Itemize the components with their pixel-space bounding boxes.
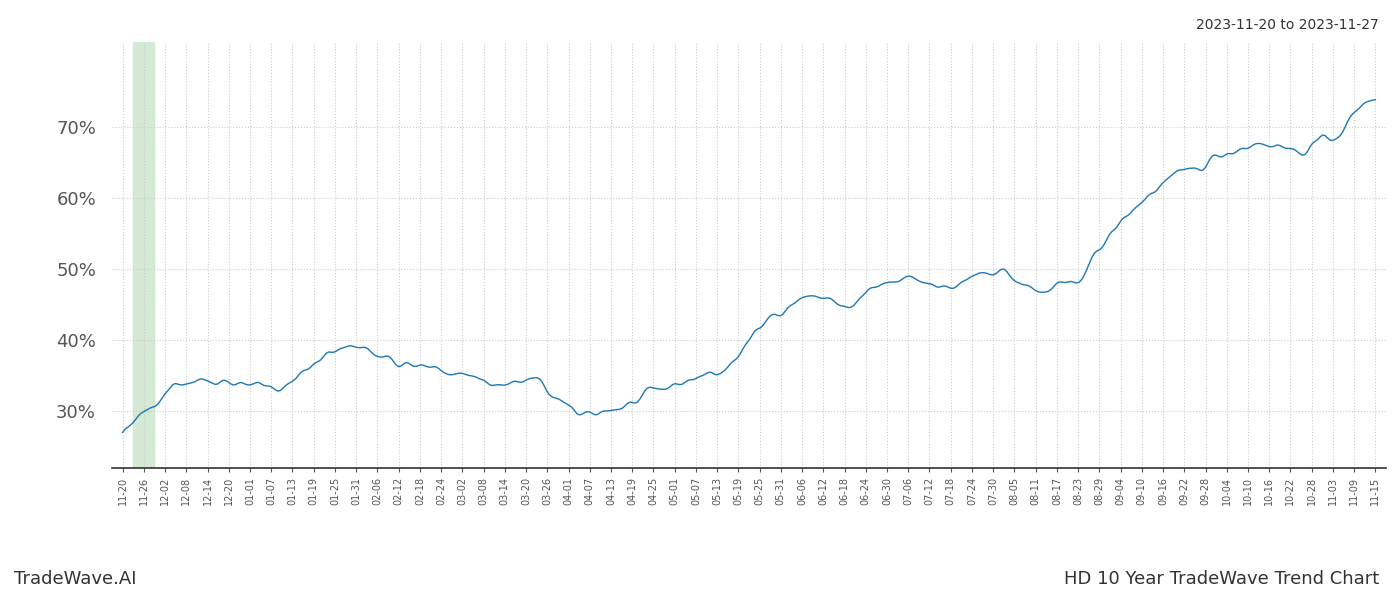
Text: HD 10 Year TradeWave Trend Chart: HD 10 Year TradeWave Trend Chart	[1064, 570, 1379, 588]
Bar	[133, 42, 154, 468]
Text: 2023-11-20 to 2023-11-27: 2023-11-20 to 2023-11-27	[1196, 18, 1379, 32]
Text: TradeWave.AI: TradeWave.AI	[14, 570, 137, 588]
